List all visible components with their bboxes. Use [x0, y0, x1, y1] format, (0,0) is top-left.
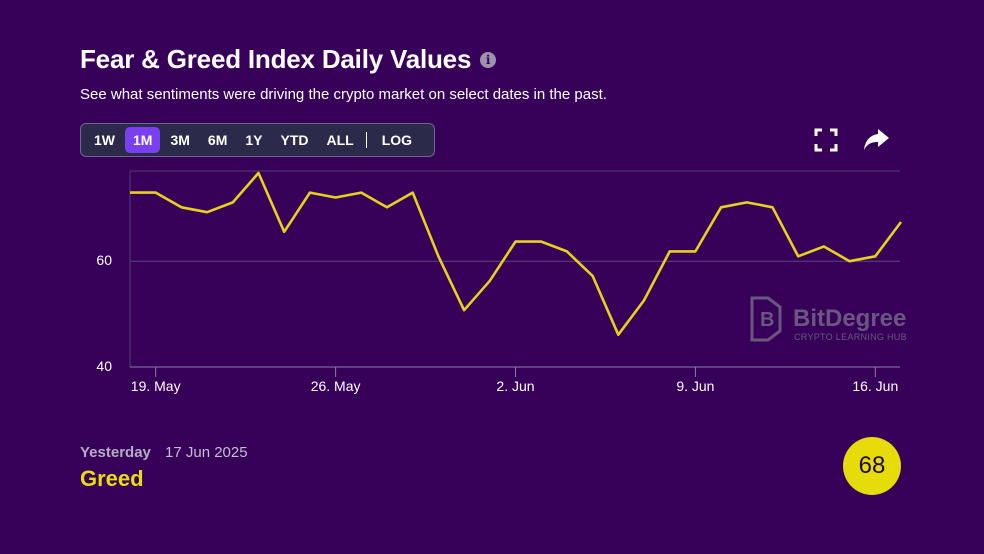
data-point[interactable]: [358, 190, 364, 196]
watermark-tagline: CRYPTO LEARNING HUB: [794, 332, 907, 342]
data-point[interactable]: [847, 258, 853, 264]
series-line: [130, 171, 903, 336]
data-point[interactable]: [435, 253, 441, 259]
data-point[interactable]: [667, 248, 673, 254]
period-date: 17 Jun 2025: [165, 444, 248, 461]
bitdegree-logo-letter: B: [760, 309, 774, 331]
x-tick-label: 19. May: [131, 378, 181, 394]
data-point[interactable]: [461, 307, 467, 313]
data-point[interactable]: [333, 195, 339, 201]
title-row: Fear & Greed Index Daily Values i: [80, 44, 497, 75]
watermark-brand: BitDegree: [793, 305, 906, 332]
data-point[interactable]: [744, 199, 750, 205]
data-point[interactable]: [795, 253, 801, 259]
data-point[interactable]: [641, 297, 647, 303]
data-point[interactable]: [898, 219, 904, 225]
info-icon[interactable]: i: [480, 51, 497, 68]
fullscreen-icon[interactable]: [814, 128, 838, 152]
data-point[interactable]: [307, 190, 313, 196]
data-point[interactable]: [487, 278, 493, 284]
chart-axes: 40 60 19. May 26. May 2. Jun 9. Jun 16. Jun: [96, 252, 898, 394]
bitdegree-logo-icon: [750, 296, 782, 342]
data-point[interactable]: [718, 204, 724, 210]
range-selector: 1W 1M 3M 6M 1Y YTD ALL LOG: [80, 123, 435, 157]
score-badge: 68: [843, 437, 901, 495]
data-point[interactable]: [770, 204, 776, 210]
data-point[interactable]: [178, 204, 184, 210]
page-subtitle: See what sentiments were driving the cry…: [80, 86, 607, 103]
period-label: Yesterday: [80, 444, 151, 461]
data-point[interactable]: [513, 239, 519, 245]
data-point[interactable]: [538, 239, 544, 245]
y-tick-label: 60: [96, 252, 112, 268]
chart-watermark: B BitDegree CRYPTO LEARNING HUB: [750, 296, 907, 342]
data-point[interactable]: [692, 248, 698, 254]
share-icon[interactable]: [862, 128, 890, 152]
range-button-all[interactable]: ALL: [326, 132, 354, 148]
data-point[interactable]: [590, 273, 596, 279]
data-point[interactable]: [384, 204, 390, 210]
range-divider: [365, 132, 367, 148]
sentiment-label: Greed: [80, 466, 144, 491]
range-button-1w[interactable]: 1W: [94, 132, 115, 148]
log-scale-button[interactable]: LOG: [381, 132, 413, 148]
data-point[interactable]: [410, 190, 416, 196]
range-button-3m[interactable]: 3M: [170, 132, 190, 148]
data-points: [127, 170, 904, 338]
data-point[interactable]: [204, 209, 210, 215]
data-point[interactable]: [256, 170, 262, 176]
x-tick-label: 16. Jun: [852, 378, 898, 394]
data-point[interactable]: [153, 190, 159, 196]
data-point[interactable]: [564, 248, 570, 254]
range-button-1y[interactable]: 1Y: [245, 132, 263, 148]
data-point[interactable]: [281, 229, 287, 235]
data-point[interactable]: [127, 190, 133, 196]
x-tick-label: 9. Jun: [676, 378, 714, 394]
page-title: Fear & Greed Index Daily Values: [80, 44, 472, 74]
data-point[interactable]: [615, 332, 621, 338]
range-button-ytd[interactable]: YTD: [280, 132, 309, 148]
range-button-6m[interactable]: 6M: [207, 132, 228, 148]
data-point[interactable]: [821, 244, 827, 250]
x-tick-label: 2. Jun: [496, 378, 534, 394]
x-tick-label: 26. May: [311, 378, 361, 394]
chart-grid: [129, 170, 900, 368]
range-button-1m[interactable]: 1M: [125, 127, 161, 153]
y-tick-label: 40: [96, 358, 112, 374]
data-point[interactable]: [872, 253, 878, 259]
data-point[interactable]: [230, 199, 236, 205]
